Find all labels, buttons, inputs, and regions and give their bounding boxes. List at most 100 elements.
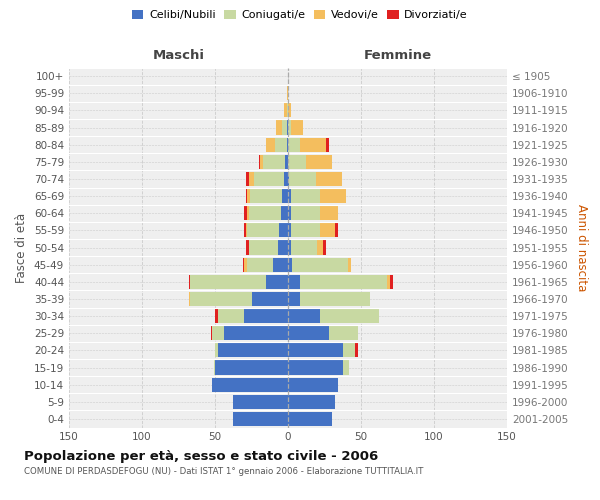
Bar bbox=[244, 206, 288, 220]
Bar bbox=[288, 240, 326, 254]
Bar bbox=[288, 189, 291, 203]
Bar bbox=[215, 309, 288, 323]
Bar bbox=[218, 344, 288, 357]
Bar bbox=[245, 189, 288, 203]
Bar bbox=[288, 138, 326, 151]
Bar bbox=[190, 275, 288, 289]
Bar bbox=[244, 224, 288, 237]
Text: Femmine: Femmine bbox=[364, 50, 431, 62]
Bar bbox=[288, 344, 343, 357]
Bar bbox=[288, 155, 305, 169]
Text: Maschi: Maschi bbox=[152, 50, 205, 62]
Bar bbox=[247, 258, 288, 272]
Bar bbox=[288, 344, 355, 357]
Bar bbox=[287, 86, 288, 100]
Bar bbox=[244, 258, 288, 272]
Bar bbox=[189, 275, 288, 289]
Bar bbox=[288, 155, 332, 169]
Bar bbox=[278, 240, 288, 254]
Bar bbox=[248, 206, 288, 220]
Bar bbox=[248, 240, 288, 254]
Bar bbox=[288, 326, 329, 340]
Bar bbox=[288, 412, 332, 426]
Bar bbox=[288, 258, 351, 272]
Bar bbox=[288, 275, 299, 289]
Legend: Celibi/Nubili, Coniugati/e, Vedovi/e, Divorziati/e: Celibi/Nubili, Coniugati/e, Vedovi/e, Di… bbox=[128, 6, 472, 25]
Bar bbox=[233, 412, 288, 426]
Bar bbox=[254, 172, 288, 186]
Bar bbox=[190, 292, 288, 306]
Bar bbox=[288, 258, 292, 272]
Y-axis label: Fasce di età: Fasce di età bbox=[16, 212, 28, 282]
Bar bbox=[245, 224, 288, 237]
Bar bbox=[288, 309, 320, 323]
Bar bbox=[260, 155, 288, 169]
Bar bbox=[274, 258, 288, 272]
Bar bbox=[288, 120, 291, 134]
Bar bbox=[251, 292, 288, 306]
Bar bbox=[279, 224, 288, 237]
Bar bbox=[233, 395, 288, 409]
Bar bbox=[288, 360, 349, 374]
Bar bbox=[214, 360, 288, 374]
Bar bbox=[288, 275, 387, 289]
Bar bbox=[284, 172, 288, 186]
Bar bbox=[263, 155, 288, 169]
Bar bbox=[281, 206, 288, 220]
Bar bbox=[275, 138, 288, 151]
Bar bbox=[288, 206, 338, 220]
Bar bbox=[212, 326, 288, 340]
Bar bbox=[215, 344, 288, 357]
Bar bbox=[288, 224, 335, 237]
Bar bbox=[288, 240, 323, 254]
Bar bbox=[287, 138, 288, 151]
Y-axis label: Anni di nascita: Anni di nascita bbox=[575, 204, 588, 291]
Bar bbox=[247, 206, 288, 220]
Bar bbox=[215, 360, 288, 374]
Bar bbox=[218, 309, 288, 323]
Bar bbox=[282, 189, 288, 203]
Bar bbox=[288, 120, 302, 134]
Bar bbox=[282, 120, 288, 134]
Bar bbox=[288, 258, 348, 272]
Bar bbox=[288, 189, 320, 203]
Bar bbox=[245, 172, 288, 186]
Bar bbox=[288, 240, 291, 254]
Bar bbox=[288, 240, 317, 254]
Text: Popolazione per età, sesso e stato civile - 2006: Popolazione per età, sesso e stato civil… bbox=[24, 450, 378, 463]
Bar bbox=[288, 360, 343, 374]
Bar bbox=[288, 326, 358, 340]
Text: COMUNE DI PERDASDEFOGU (NU) - Dati ISTAT 1° gennaio 2006 - Elaborazione TUTTITAL: COMUNE DI PERDASDEFOGU (NU) - Dati ISTAT… bbox=[24, 468, 424, 476]
Bar bbox=[285, 155, 288, 169]
Bar bbox=[212, 378, 288, 392]
Bar bbox=[288, 224, 291, 237]
Bar bbox=[288, 344, 358, 357]
Bar bbox=[288, 395, 335, 409]
Bar bbox=[288, 172, 289, 186]
Bar bbox=[266, 138, 288, 151]
Bar bbox=[248, 172, 288, 186]
Bar bbox=[211, 326, 288, 340]
Bar bbox=[288, 224, 338, 237]
Bar bbox=[189, 292, 288, 306]
Bar bbox=[284, 104, 288, 118]
Bar bbox=[287, 120, 288, 134]
Bar bbox=[288, 275, 390, 289]
Bar bbox=[266, 275, 288, 289]
Bar bbox=[277, 120, 288, 134]
Bar bbox=[288, 138, 299, 151]
Bar bbox=[287, 104, 288, 118]
Bar bbox=[288, 172, 342, 186]
Bar bbox=[288, 138, 329, 151]
Bar bbox=[250, 189, 288, 203]
Bar bbox=[288, 292, 370, 306]
Bar bbox=[247, 189, 288, 203]
Bar bbox=[247, 224, 288, 237]
Bar bbox=[245, 240, 288, 254]
Bar bbox=[288, 189, 346, 203]
Bar bbox=[288, 104, 291, 118]
Bar bbox=[288, 206, 291, 220]
Bar bbox=[288, 309, 379, 323]
Bar bbox=[244, 309, 288, 323]
Bar bbox=[224, 326, 288, 340]
